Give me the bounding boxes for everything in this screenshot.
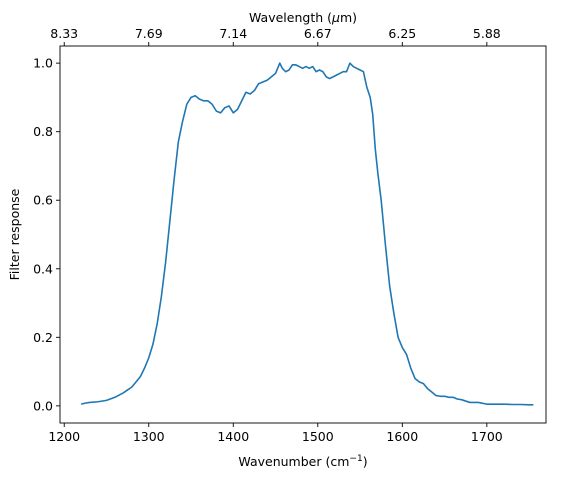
secondary-x-tick-label: 6.25 (388, 26, 416, 41)
x-tick-label: 1200 (48, 429, 80, 444)
secondary-x-tick-label: 6.67 (304, 26, 332, 41)
y-axis-ticks: 0.0 0.2 0.4 0.6 0.8 1.0 (33, 56, 60, 413)
x-tick-label: 1500 (302, 429, 334, 444)
x-axis-ticks: 1200 1300 1400 1500 1600 1700 (48, 423, 503, 444)
plot-frame (59, 45, 547, 424)
x-tick-label: 1700 (471, 429, 503, 444)
secondary-x-axis-ticks: 8.33 7.69 7.14 6.67 6.25 5.88 (50, 26, 501, 46)
y-tick-label: 0.2 (33, 330, 53, 345)
secondary-x-tick-label: 7.69 (135, 26, 163, 41)
secondary-x-tick-label: 5.88 (473, 26, 501, 41)
filter-response-line (80, 62, 534, 406)
secondary-x-tick-label: 8.33 (50, 26, 78, 41)
x-axis-label: Wavenumber (cm−1) (238, 454, 367, 469)
y-tick-label: 0.0 (33, 398, 53, 413)
x-tick-label: 1600 (386, 429, 418, 444)
x-tick-label: 1400 (217, 429, 249, 444)
y-axis-label: Filter response (7, 188, 22, 280)
y-tick-label: 0.6 (33, 193, 53, 208)
y-tick-label: 1.0 (33, 56, 53, 71)
secondary-x-axis-label: Wavelength (μm) (249, 10, 357, 25)
secondary-x-tick-label: 7.14 (219, 26, 247, 41)
y-tick-label: 0.4 (33, 261, 53, 276)
y-tick-label: 0.8 (33, 124, 53, 139)
x-tick-label: 1300 (133, 429, 165, 444)
